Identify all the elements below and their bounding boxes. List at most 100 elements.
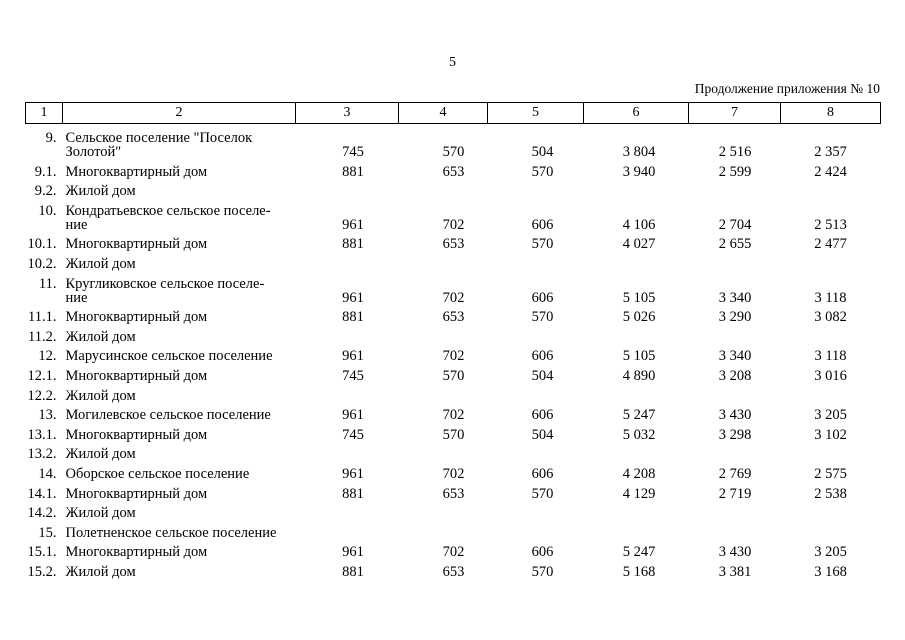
row-value-col-8: 3 205 xyxy=(814,407,847,424)
row-number: 10.1. xyxy=(27,236,57,253)
row-value-col-7: 3 340 xyxy=(718,289,752,306)
row-value-col-6 xyxy=(584,327,689,347)
table-row: 9.2. Жилой дом xyxy=(26,181,881,201)
row-value-col-4: 702 xyxy=(442,348,465,365)
row-value-col-3: 745 xyxy=(342,426,364,443)
row-number: 11.2. xyxy=(28,328,57,345)
row-value-col-6: 4 106 xyxy=(622,216,656,233)
row-value-col-6 xyxy=(584,445,689,465)
row-number: 14.2. xyxy=(27,505,57,522)
row-number: 10. xyxy=(38,202,57,219)
row-name: Кондратьевское сельское поселе- ние xyxy=(65,202,271,233)
row-value-col-4: 653 xyxy=(442,236,465,253)
row-name: Оборское сельское поселение xyxy=(65,465,250,482)
table-row: 9. Сельское поселение "Поселок Золотой" 74… xyxy=(26,124,881,162)
row-name: Жилой дом xyxy=(65,387,136,404)
row-number: 13.2. xyxy=(27,446,57,463)
row-value-col-4: 570 xyxy=(442,367,465,384)
table-row: 10.1. Многоквартирный дом 881 653 570 4 027 2 … xyxy=(26,235,881,255)
table-row: 12.1. Многоквартирный дом 745 570 504 4 890 3 … xyxy=(26,366,881,386)
row-value-col-5: 606 xyxy=(531,289,554,306)
row-value-col-5: 570 xyxy=(531,163,554,180)
row-value-col-8 xyxy=(781,523,881,543)
row-value-col-6 xyxy=(584,503,689,523)
row-value-col-8: 3 205 xyxy=(814,544,847,561)
table-row: 9.1. Многоквартирный дом 881 653 570 3 940 2 5… xyxy=(26,162,881,182)
row-name: Многоквартирный дом xyxy=(65,485,208,502)
row-value-col-7: 3 290 xyxy=(718,309,752,326)
row-name: Многоквартирный дом xyxy=(65,309,208,326)
row-value-col-4 xyxy=(399,503,488,523)
row-value-col-8: 2 424 xyxy=(814,163,847,180)
row-number: 15.2. xyxy=(27,563,57,580)
table-row: 11.1. Многоквартирный дом 881 653 570 5 026 3 … xyxy=(26,307,881,327)
row-value-col-3: 881 xyxy=(342,563,364,580)
row-value-col-7: 3 381 xyxy=(718,563,752,580)
column-header: 6 xyxy=(583,102,689,124)
row-value-col-8 xyxy=(781,254,881,274)
row-value-col-4 xyxy=(399,181,488,201)
row-number: 9.1. xyxy=(34,163,57,180)
row-value-col-8: 3 118 xyxy=(814,348,847,365)
row-value-col-6: 4 027 xyxy=(622,236,656,253)
row-value-col-5 xyxy=(488,254,584,274)
row-value-col-5: 570 xyxy=(531,563,554,580)
table-row: 12. Марусинское сельское поселение 961 702 6… xyxy=(26,347,881,367)
column-header: 1 xyxy=(25,102,63,124)
row-value-col-6: 4 208 xyxy=(622,465,656,482)
row-value-col-3: 961 xyxy=(342,465,364,482)
row-value-col-6: 5 105 xyxy=(622,289,656,306)
row-value-col-3: 961 xyxy=(342,407,364,424)
row-value-col-7: 2 516 xyxy=(718,144,752,160)
row-value-col-8: 2 538 xyxy=(814,485,847,502)
table-row: 13.1. Многоквартирный дом 745 570 504 5 032 3 … xyxy=(26,425,881,445)
row-value-col-7 xyxy=(689,503,781,523)
row-value-col-3 xyxy=(296,523,399,543)
row-value-col-4: 702 xyxy=(442,544,465,561)
table-row: 15. Полетненское сельское поселение xyxy=(26,523,881,543)
row-name: Полетненское сельское поселение xyxy=(65,524,277,541)
row-value-col-4: 702 xyxy=(442,216,465,233)
row-value-col-8: 2 513 xyxy=(814,216,847,233)
row-value-col-4: 702 xyxy=(442,465,465,482)
page-number: 5 xyxy=(449,55,456,70)
row-number: 12. xyxy=(38,348,57,365)
row-value-col-7: 3 340 xyxy=(718,348,752,365)
column-header: 5 xyxy=(487,102,584,124)
row-value-col-6 xyxy=(584,181,689,201)
row-value-col-8: 2 575 xyxy=(814,465,847,482)
row-value-col-3 xyxy=(296,445,399,465)
row-number: 15.1. xyxy=(27,544,57,561)
table-row: 14.2. Жилой дом xyxy=(26,503,881,523)
row-value-col-7 xyxy=(689,327,781,347)
row-number: 9. xyxy=(45,130,57,146)
table-row: 10. Кондратьевское сельское поселе- ние 96… xyxy=(26,201,881,235)
row-name: Жилой дом xyxy=(65,183,136,200)
row-value-col-5: 606 xyxy=(531,348,554,365)
table-row: 14. Оборское сельское поселение 961 702 606 4… xyxy=(26,464,881,484)
row-number: 15. xyxy=(38,524,57,541)
row-value-col-6: 5 247 xyxy=(622,407,656,424)
row-value-col-3: 881 xyxy=(342,485,364,502)
row-number: 11. xyxy=(38,275,57,292)
table-row: 10.2. Жилой дом xyxy=(26,254,881,274)
row-value-col-7 xyxy=(689,181,781,201)
row-value-col-4 xyxy=(399,445,488,465)
row-value-col-5: 504 xyxy=(531,144,554,160)
row-name: Жилой дом xyxy=(65,446,136,463)
table-row: 11.2. Жилой дом xyxy=(26,327,881,347)
row-name: Жилой дом xyxy=(65,563,136,580)
row-number: 13.1. xyxy=(27,426,57,443)
row-value-col-5: 606 xyxy=(531,407,554,424)
row-value-col-7: 3 208 xyxy=(718,367,752,384)
row-value-col-6 xyxy=(584,523,689,543)
row-value-col-4: 702 xyxy=(442,289,465,306)
column-header: 7 xyxy=(688,102,781,124)
row-value-col-7 xyxy=(689,445,781,465)
row-value-col-8: 3 118 xyxy=(814,289,847,306)
row-value-col-5: 570 xyxy=(531,485,554,502)
row-value-col-3 xyxy=(296,254,399,274)
